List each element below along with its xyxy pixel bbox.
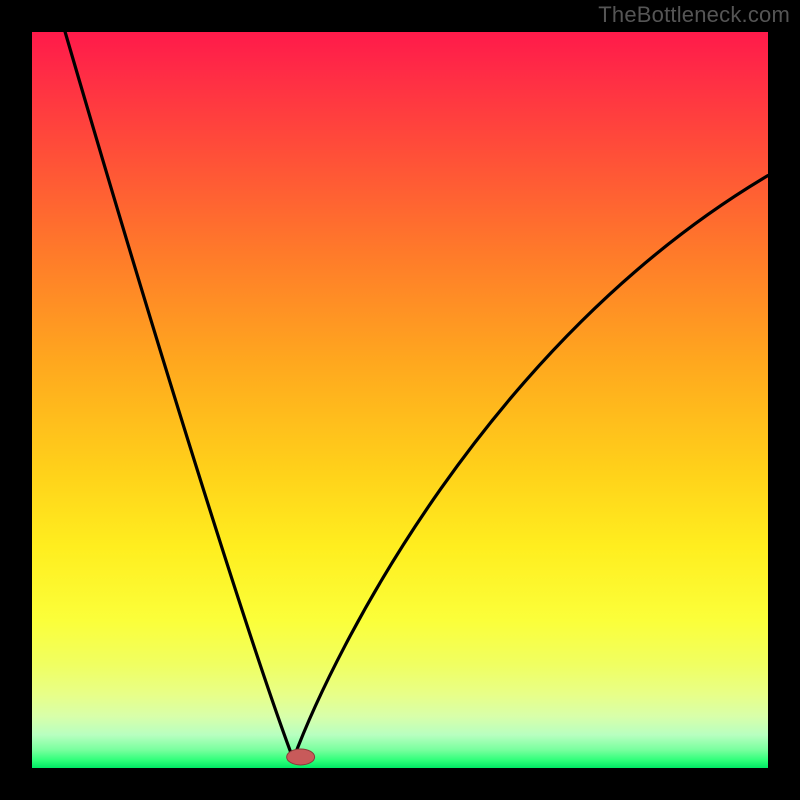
bottleneck-curve-chart xyxy=(0,0,800,800)
plot-background xyxy=(32,32,768,768)
watermark-text: TheBottleneck.com xyxy=(598,2,790,28)
sweet-spot-marker xyxy=(287,749,315,765)
chart-container: TheBottleneck.com xyxy=(0,0,800,800)
